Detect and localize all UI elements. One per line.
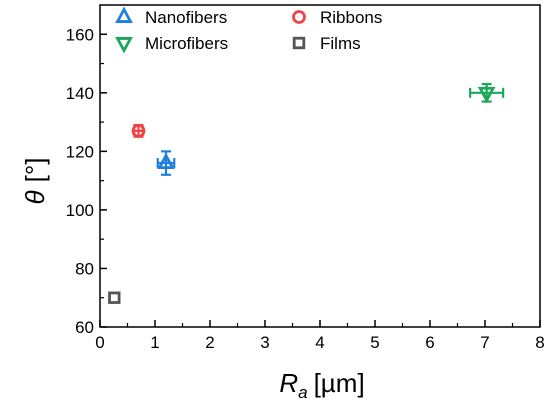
legend-entry-microfibers: Microfibers [115, 34, 228, 54]
y-axis-title: θ [°] [20, 158, 50, 205]
legend: Nanofibers Microfibers Ribbons Films [115, 6, 382, 54]
legend-label: Ribbons [320, 8, 382, 27]
data-point [477, 86, 496, 104]
legend-marker [115, 6, 133, 23]
series-films [108, 291, 121, 304]
x-axis-symbol: R [279, 368, 298, 398]
x-tick-label: 6 [425, 333, 434, 352]
legend-marker [115, 37, 133, 54]
y-tick-label: 120 [66, 142, 94, 161]
x-axis-subscript: a [298, 383, 307, 402]
x-tick-label: 5 [370, 333, 379, 352]
legend-marker [292, 10, 306, 24]
data-point [131, 123, 146, 138]
x-tick-label: 4 [315, 333, 324, 352]
data-point [157, 152, 175, 170]
x-tick-label: 2 [205, 333, 214, 352]
series-microfibers [469, 82, 505, 104]
series-ribbons [131, 123, 146, 138]
y-axis-symbol: θ [20, 190, 50, 204]
y-axis: 60 80 100 120 140 160 [66, 25, 107, 337]
legend-entry-films: Films [292, 34, 361, 53]
data-point [108, 291, 121, 304]
series-nanofibers [156, 150, 176, 176]
y-tick-label: 60 [75, 318, 94, 337]
y-axis-unit: [°] [20, 158, 50, 183]
x-tick-label: 3 [260, 333, 269, 352]
x-tick-label: 1 [150, 333, 159, 352]
y-tick-label: 140 [66, 84, 94, 103]
legend-label: Microfibers [145, 34, 228, 53]
y-tick-label: 100 [66, 201, 94, 220]
legend-entry-nanofibers: Nanofibers [115, 6, 227, 27]
legend-label: Nanofibers [145, 8, 227, 27]
x-axis: 0 1 2 3 4 5 6 7 8 [95, 320, 545, 352]
y-tick-label: 80 [75, 259, 94, 278]
legend-marker [292, 36, 306, 50]
y-tick-label: 160 [66, 25, 94, 44]
x-tick-label: 8 [535, 333, 544, 352]
x-tick-label: 7 [480, 333, 489, 352]
x-tick-label: 0 [95, 333, 104, 352]
data-points [108, 82, 505, 304]
legend-entry-ribbons: Ribbons [292, 8, 382, 27]
x-axis-unit: [µm] [314, 368, 365, 398]
legend-label: Films [320, 34, 361, 53]
x-axis-title: Ra [µm] [279, 368, 364, 402]
